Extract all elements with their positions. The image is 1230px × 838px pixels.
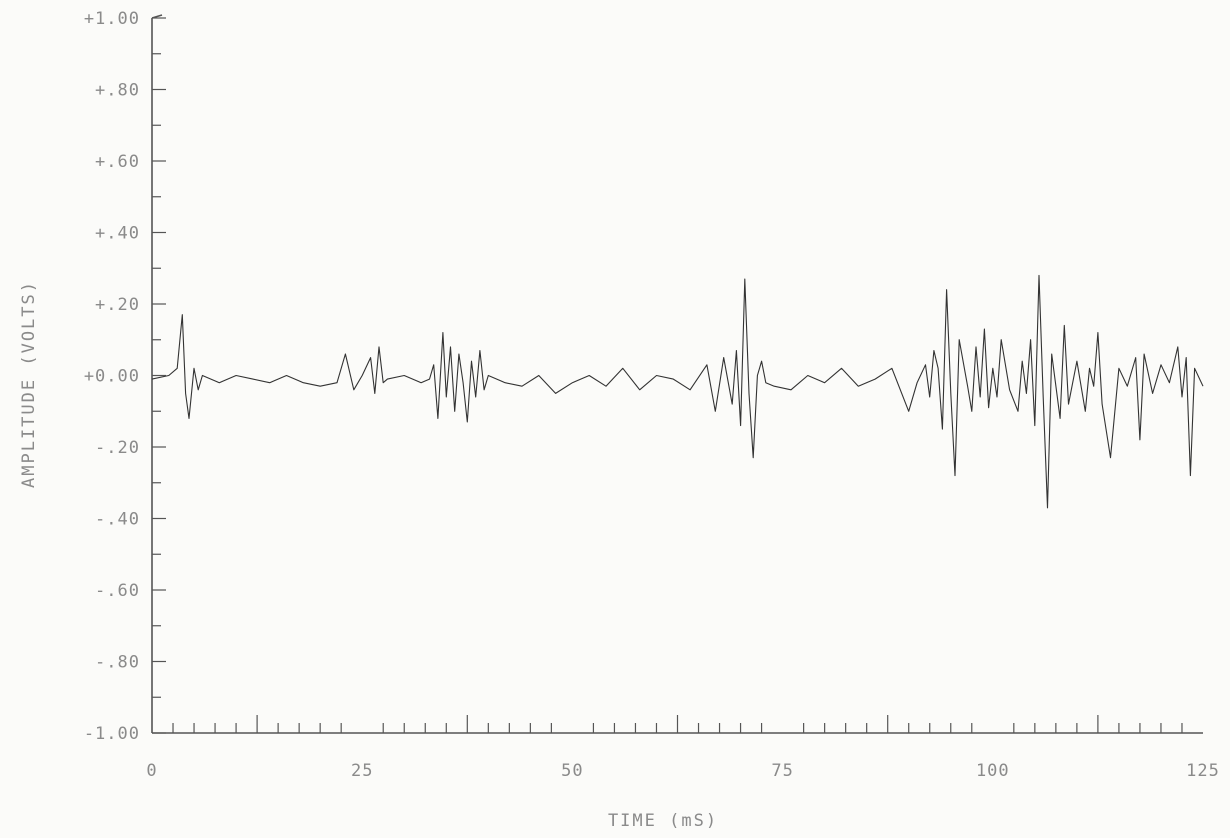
y-tick-label: -1.00 <box>84 724 140 744</box>
x-tick-label: 75 <box>771 761 793 781</box>
y-tick-label: -.40 <box>95 510 140 530</box>
signal-trace <box>151 274 1204 509</box>
x-axis-label: TIME (mS) <box>608 811 718 831</box>
y-tick-label: +1.00 <box>84 9 140 29</box>
x-tick-label: 25 <box>351 761 373 781</box>
y-tick-label: +.20 <box>95 295 140 315</box>
y-tick-label: +.80 <box>95 81 140 101</box>
x-tick-label: 0 <box>146 761 157 781</box>
y-tick-label: -.20 <box>95 438 140 458</box>
x-tick-label: 125 <box>1186 761 1220 781</box>
x-tick-label: 50 <box>561 761 583 781</box>
y-tick-label: +0.00 <box>84 367 140 387</box>
y-tick-label: +.60 <box>95 152 140 172</box>
x-tick-label: 100 <box>976 761 1010 781</box>
y-tick-label: +.40 <box>95 224 140 244</box>
x-axis-ticks: 0 25 50 75 100 125 <box>146 715 1219 781</box>
y-axis-label: AMPLITUDE (VOLTS) <box>19 280 39 488</box>
axes <box>151 14 1203 734</box>
y-tick-label: -.60 <box>95 581 140 601</box>
plot-area <box>151 274 1204 509</box>
y-axis-ticks: +1.00 +.80 +.60 +.40 +.20 +0.00 -.20 -.40 -.60 -.… <box>84 9 166 744</box>
y-tick-label: -.80 <box>95 653 140 673</box>
